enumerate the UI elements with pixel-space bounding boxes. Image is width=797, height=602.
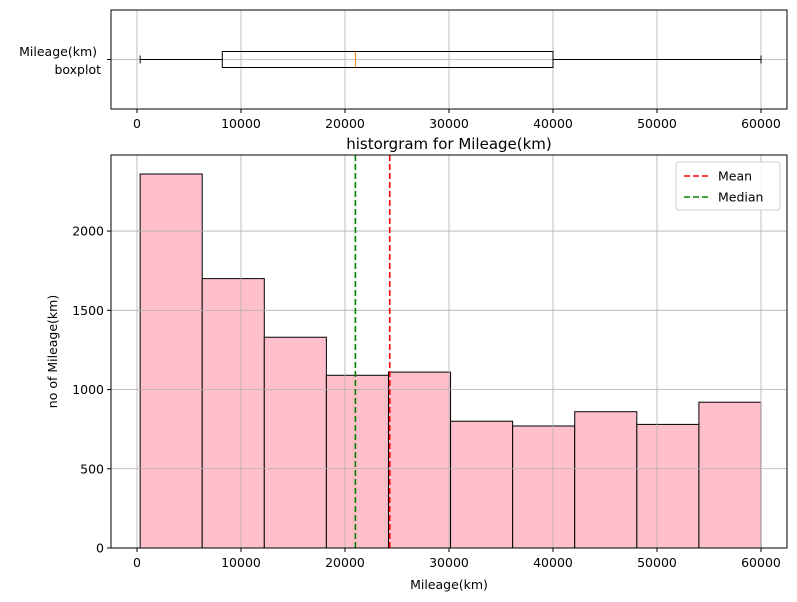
- histogram-bar: [139, 173, 203, 549]
- histogram-ylabel: no of Mileage(km): [45, 295, 60, 408]
- histogram-bar: [450, 420, 514, 549]
- histogram-xtick-label: 20000: [325, 555, 365, 570]
- histogram-xtick-label: 10000: [221, 555, 261, 570]
- boxplot-xtick-label: 0: [133, 116, 141, 131]
- histogram-bar: [636, 423, 700, 549]
- boxplot-xtick-label: 50000: [637, 116, 677, 131]
- histogram-bar: [512, 425, 576, 549]
- histogram-xtick-label: 60000: [741, 555, 781, 570]
- legend-box: [675, 161, 781, 211]
- legend-label-mean: Mean: [718, 169, 752, 184]
- histogram-xlabel: Mileage(km): [410, 577, 488, 592]
- histogram-bar: [698, 401, 762, 549]
- boxplot-box: [221, 51, 554, 68]
- histogram-xtick-label: 50000: [637, 555, 677, 570]
- histogram-bar: [263, 336, 327, 549]
- legend-label-median: Median: [718, 190, 763, 205]
- histogram-bar: [201, 278, 265, 549]
- boxplot-xtick-label: 30000: [429, 116, 469, 131]
- histogram-bar: [325, 374, 389, 549]
- histogram-bar: [574, 411, 638, 549]
- boxplot-xtick-label: 20000: [325, 116, 365, 131]
- histogram-ytick-label: 500: [80, 461, 104, 476]
- histogram-xtick-label: 40000: [533, 555, 573, 570]
- histogram-xtick-label: 0: [133, 555, 141, 570]
- histogram-ytick-label: 2000: [72, 224, 104, 239]
- histogram-ytick-label: 0: [96, 541, 104, 556]
- histogram-xtick-label: 30000: [429, 555, 469, 570]
- boxplot-xtick-label: 60000: [741, 116, 781, 131]
- boxplot-ylabel-line-2: boxplot: [54, 62, 101, 77]
- boxplot-xtick-label: 40000: [533, 116, 573, 131]
- boxplot-ylabel-line-1: Mileage(km): [19, 44, 97, 59]
- boxplot-xtick-label: 10000: [221, 116, 261, 131]
- histogram-title: historgram for Mileage(km): [346, 135, 552, 153]
- histogram-ytick-label: 1000: [72, 382, 104, 397]
- histogram-bar: [387, 371, 452, 549]
- histogram-ytick-label: 1500: [72, 303, 104, 318]
